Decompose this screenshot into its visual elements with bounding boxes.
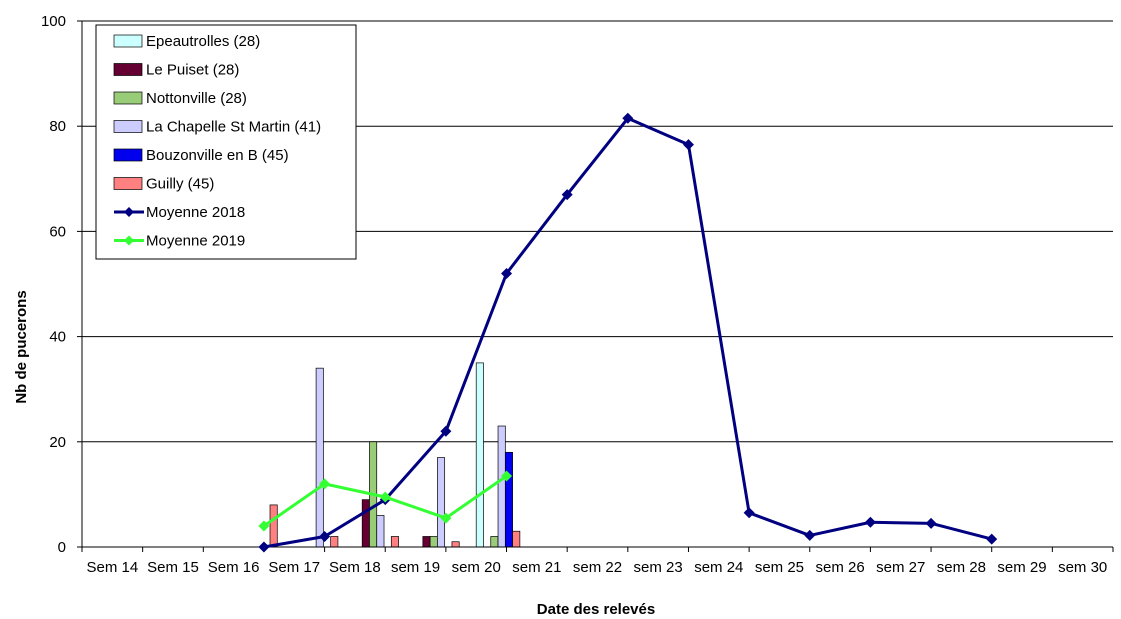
bar-guilly-45-sem-18 <box>391 536 398 547</box>
x-tick-label: Sem 18 <box>329 559 381 576</box>
point-moyenne-2018-sem-16 <box>258 542 269 553</box>
y-tick-label: 0 <box>58 539 66 556</box>
bar-la-chapelle-st-martin-41-sem-20 <box>498 426 505 547</box>
legend-label-le-puiset-28: Le Puiset (28) <box>146 62 239 79</box>
y-axis-title: Nb de pucerons <box>13 290 30 403</box>
legend-swatch-nottonville-28 <box>114 92 142 104</box>
legend-label-nottonville-28: Nottonville (28) <box>146 90 247 107</box>
legend-box <box>96 25 356 259</box>
point-moyenne-2018-sem-24 <box>744 507 755 518</box>
legend-swatch-epeautrolles-28 <box>114 35 142 47</box>
point-moyenne-2018-sem-27 <box>926 518 937 529</box>
x-tick-label: Sem 16 <box>208 559 260 576</box>
x-tick-label: sem 28 <box>937 559 986 576</box>
bar-guilly-45-sem-17 <box>331 536 338 547</box>
x-tick-label: sem 29 <box>997 559 1046 576</box>
legend-label-moyenne-2019: Moyenne 2019 <box>146 233 245 250</box>
bar-le-puiset-28-sem-19 <box>423 536 430 547</box>
bar-la-chapelle-st-martin-41-sem-18 <box>377 515 384 547</box>
point-moyenne-2018-sem-25 <box>804 530 815 541</box>
x-tick-label: Sem 14 <box>86 559 138 576</box>
bar-la-chapelle-st-martin-41-sem-17 <box>316 368 323 547</box>
bar-guilly-45-sem-20 <box>513 531 520 547</box>
bars <box>270 363 520 547</box>
bar-nottonville-28-sem-20 <box>491 536 498 547</box>
x-tick-label: sem 26 <box>815 559 864 576</box>
legend-label-epeautrolles-28: Epeautrolles (28) <box>146 33 260 50</box>
y-tick-label: 40 <box>49 329 66 346</box>
legend: Epeautrolles (28) Le Puiset (28) Nottonvil… <box>96 25 356 259</box>
bar-le-puiset-28-sem-18 <box>362 500 369 547</box>
legend-label-bouzonville-en-b-45: Bouzonville en B (45) <box>146 147 289 164</box>
x-tick-label: sem 30 <box>1058 559 1107 576</box>
bar-nottonville-28-sem-19 <box>430 536 437 547</box>
x-tick-label: sem 24 <box>694 559 743 576</box>
y-tick-label: 20 <box>49 434 66 451</box>
x-tick-label: sem 27 <box>876 559 925 576</box>
x-tick-label: Sem 15 <box>147 559 199 576</box>
point-moyenne-2018-sem-26 <box>865 517 876 528</box>
x-tick-label: sem 22 <box>573 559 622 576</box>
y-tick-label: 60 <box>49 223 66 240</box>
x-tick-labels: Sem 14 Sem 15 Sem 16 Sem 17 Sem 18 sem 19 sem … <box>86 559 1107 576</box>
bar-la-chapelle-st-martin-41-sem-19 <box>437 458 444 547</box>
legend-swatch-guilly-45 <box>114 178 142 190</box>
legend-label-moyenne-2018: Moyenne 2018 <box>146 204 245 221</box>
x-tick-label: sem 20 <box>452 559 501 576</box>
x-axis-title: Date des relevés <box>537 601 655 618</box>
legend-swatch-la-chapelle-st-martin-41 <box>114 121 142 133</box>
legend-swatch-bouzonville-en-b-45 <box>114 149 142 161</box>
y-tick-label: 80 <box>49 118 66 135</box>
point-moyenne-2018-sem-23 <box>683 139 694 150</box>
bar-bouzonville-en-b-45-sem-20 <box>505 452 512 547</box>
legend-swatch-le-puiset-28 <box>114 64 142 76</box>
bar-guilly-45-sem-19 <box>452 542 459 547</box>
bar-guilly-45-sem-16 <box>270 505 277 547</box>
x-tick-label: sem 19 <box>391 559 440 576</box>
bar-epeautrolles-28-sem-20 <box>476 363 483 547</box>
legend-label-la-chapelle-st-martin-41: La Chapelle St Martin (41) <box>146 119 321 136</box>
point-moyenne-2018-sem-28 <box>986 534 997 545</box>
x-tick-label: Sem 17 <box>268 559 320 576</box>
y-tick-label: 100 <box>41 13 66 30</box>
x-tick-label: sem 23 <box>634 559 683 576</box>
y-tick-labels: 0 20 40 60 80 100 <box>41 13 66 556</box>
x-tick-label: sem 21 <box>512 559 561 576</box>
x-tick-label: sem 25 <box>755 559 804 576</box>
legend-label-guilly-45: Guilly (45) <box>146 176 214 193</box>
